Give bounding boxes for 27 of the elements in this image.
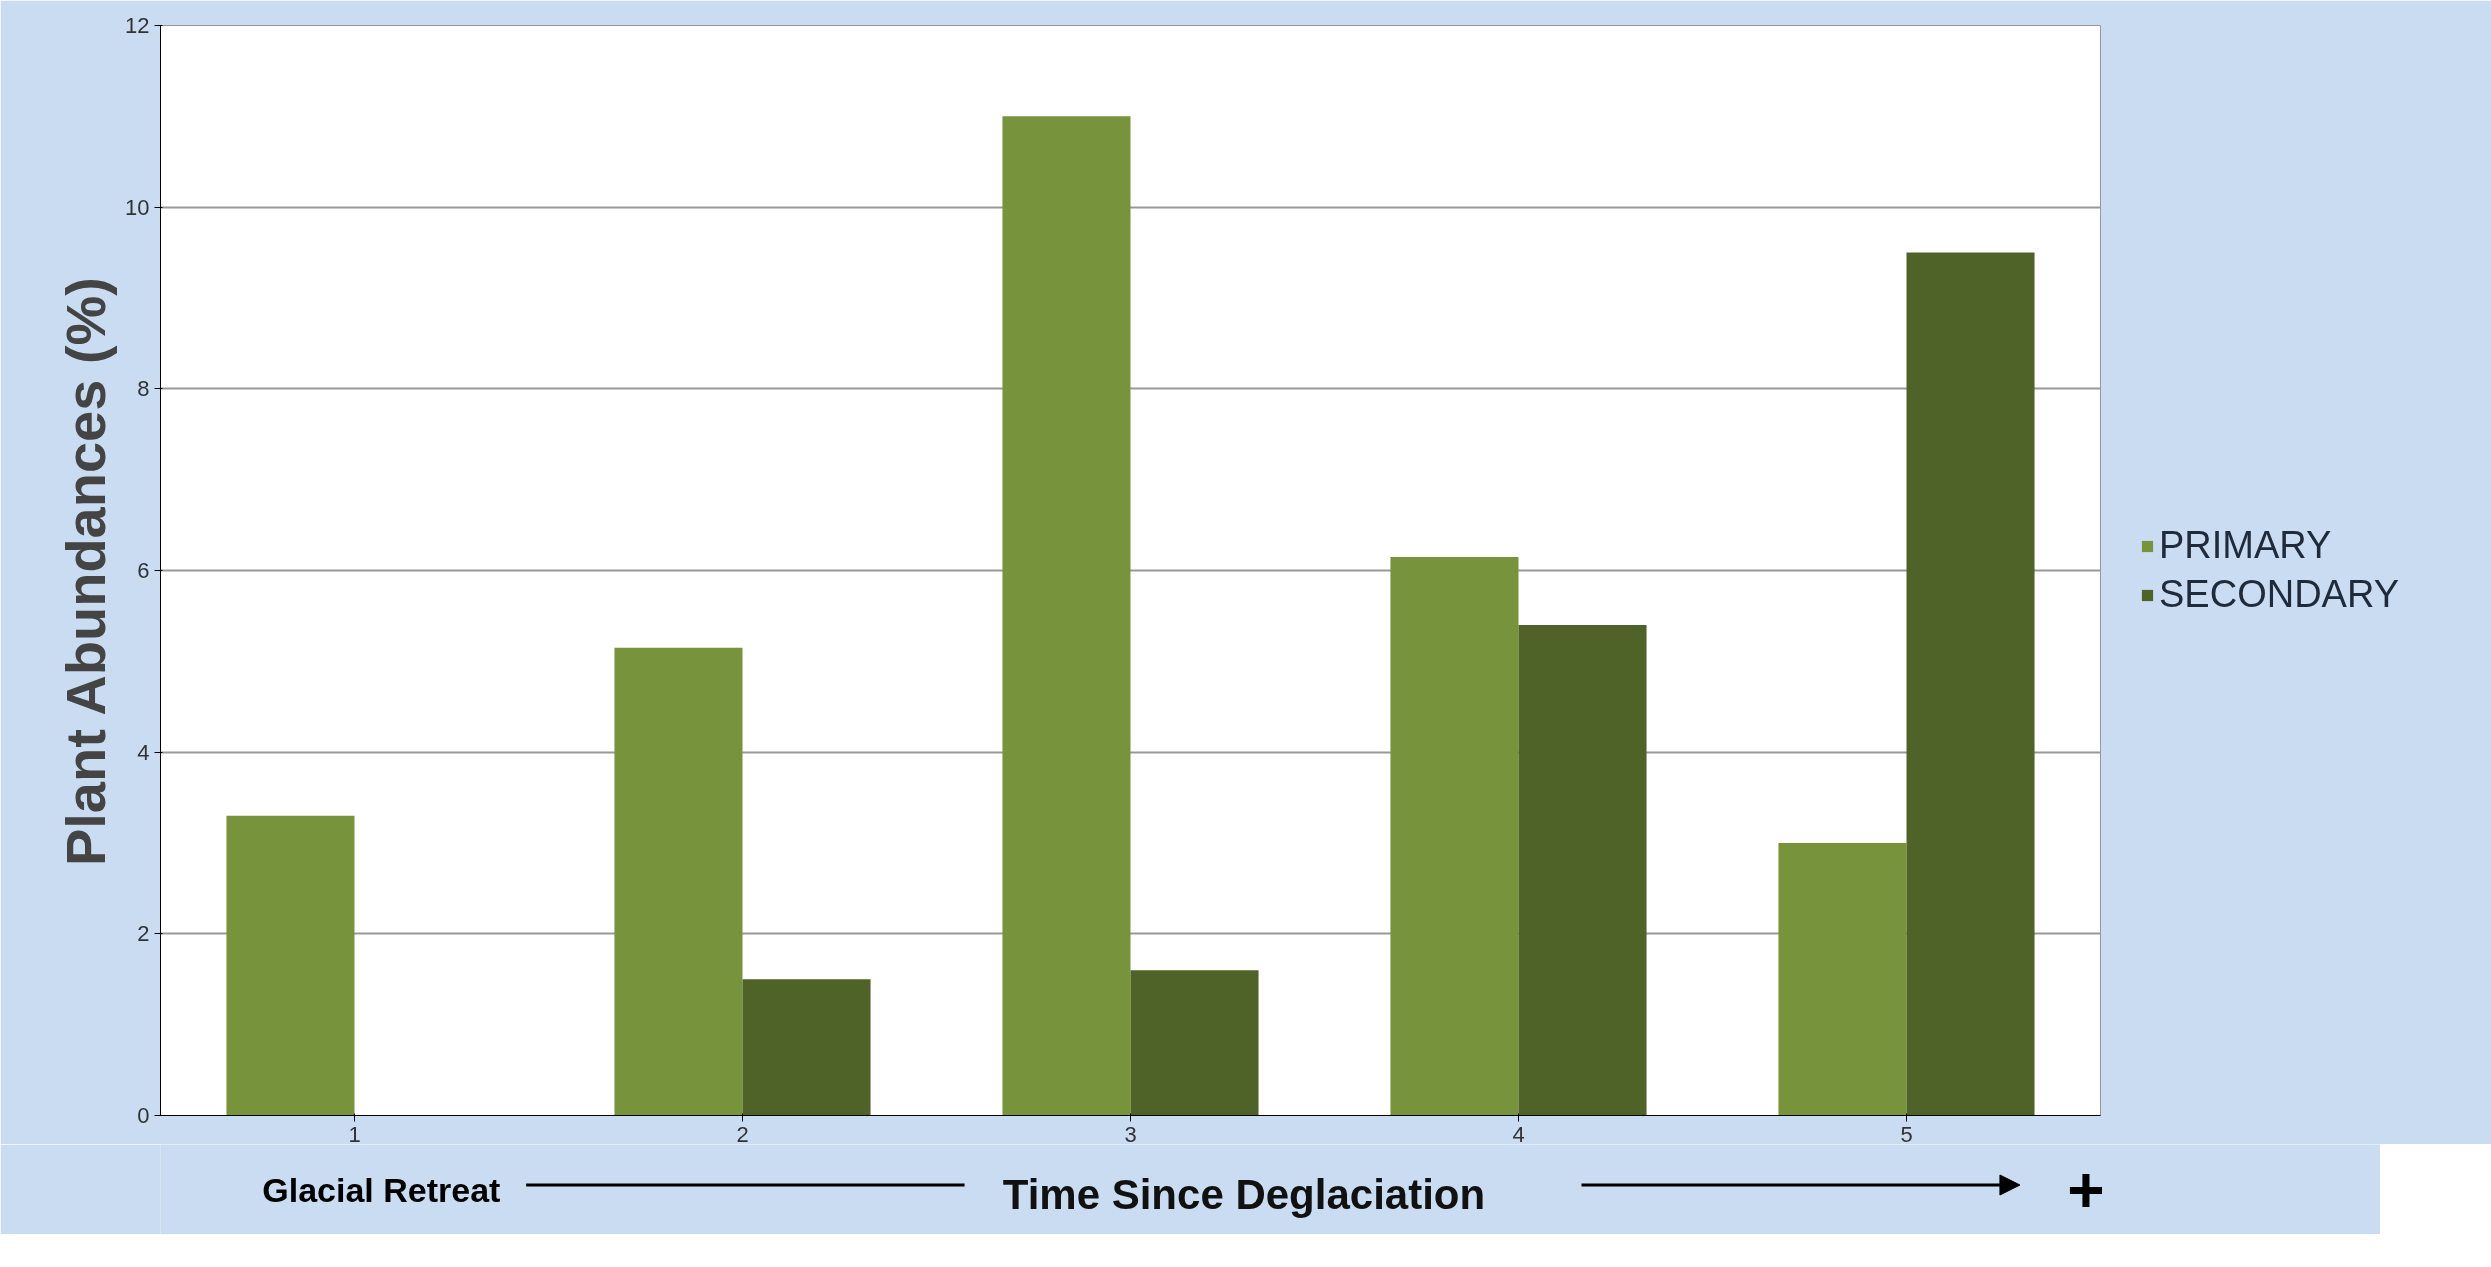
bar [614,647,743,1116]
x-tick-label: 3 [1124,1121,1137,1147]
x-tick-label: 2 [736,1121,749,1147]
bar [1906,252,2035,1116]
bar [1518,625,1647,1116]
x-tick-label: 1 [348,1121,361,1147]
bar [1778,843,1907,1116]
y-tick-label: 10 [125,194,150,220]
x-axis-title: Time Since Deglaciation [1002,1170,1486,1218]
bar [742,979,871,1116]
y-tick-label: 0 [137,1103,150,1128]
bar [1002,116,1131,1116]
bar [1130,970,1259,1116]
bar [1390,556,1519,1116]
y-axis-title: Plant Abundances (%) [54,276,118,867]
text: Glacial Retreat [262,1170,501,1209]
bar [226,815,355,1116]
y-tick-label: 12 [125,13,150,38]
x-tick-label: 4 [1512,1121,1525,1147]
x-tick-label: 5 [1900,1121,1913,1147]
legend-label: PRIMARY [2159,524,2332,567]
legend-label: SECONDARY [2159,573,2400,616]
y-tick-label: 2 [137,921,150,947]
y-tick-label: 6 [137,558,150,583]
y-tick-label: 4 [137,739,150,765]
y-tick-label: 8 [137,376,150,402]
text: + [2067,1154,2105,1226]
